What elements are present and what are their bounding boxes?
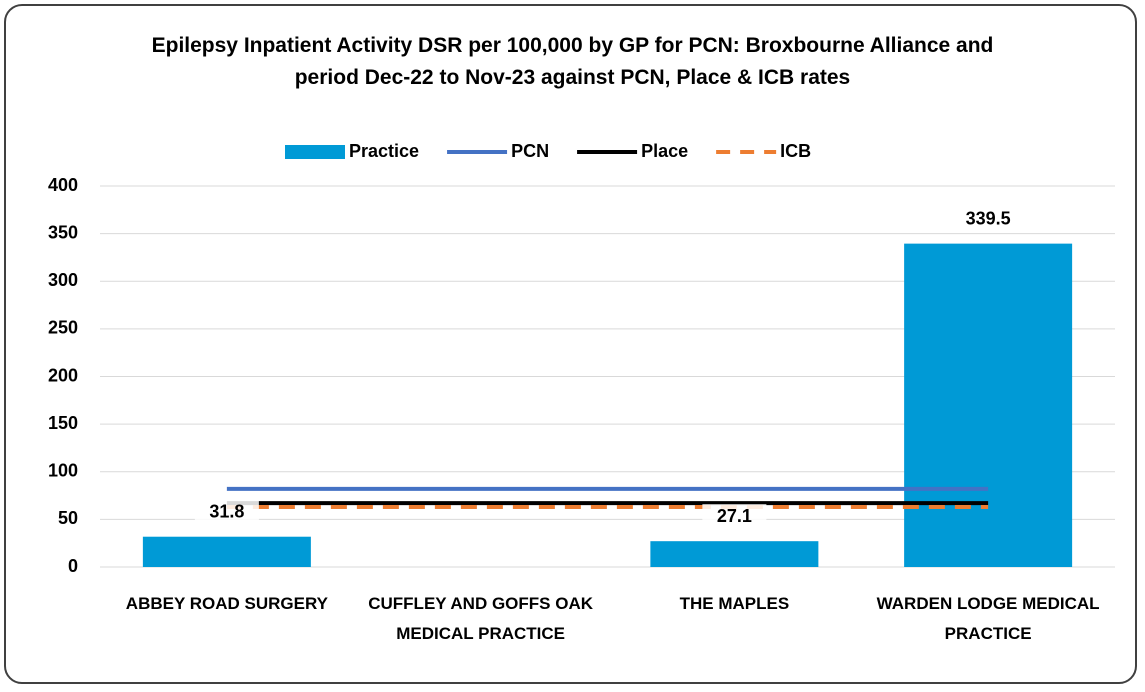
y-tick-label: 150 [48,413,78,433]
x-tick-label: WARDEN LODGE MEDICAL PRACTICE [876,594,1100,643]
x-tick-label: ABBEY ROAD SURGERY [125,594,328,613]
legend-label: ICB [780,141,811,161]
x-tick-label: THE MAPLES [679,594,790,613]
y-tick-label: 250 [48,318,78,338]
legend-label: Place [641,141,688,161]
data-label-box [702,504,767,531]
data-label: 339.5 [966,208,1011,228]
data-label: 27.1 [717,506,752,526]
bar [650,541,819,567]
chart-frame [4,4,1137,684]
legend-label: Practice [349,141,419,161]
x-tick-label: CUFFLEY AND GOFFS OAK MEDICAL PRACTICE [368,594,594,643]
y-tick-label: 100 [48,461,78,481]
bar [142,536,311,567]
legend-swatch [285,145,345,159]
data-label: 31.8 [209,501,244,521]
y-tick-label: 0 [68,556,78,576]
bar [904,243,1073,567]
chart-title: Epilepsy Inpatient Activity DSR per 100,… [151,34,994,89]
y-tick-label: 300 [48,270,78,290]
data-label-box [194,499,259,526]
y-tick-label: 350 [48,222,78,242]
y-tick-label: 400 [48,175,78,195]
y-tick-label: 200 [48,365,78,385]
data-label-box [956,206,1021,233]
legend-label: PCN [511,141,549,161]
y-tick-label: 50 [58,508,78,528]
